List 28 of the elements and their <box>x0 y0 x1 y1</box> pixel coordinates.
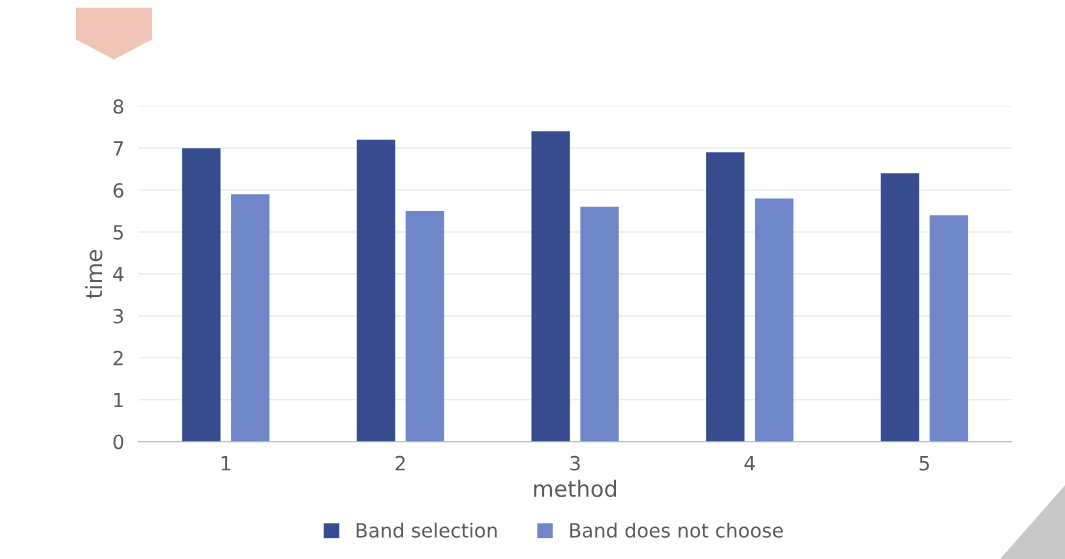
bar <box>531 131 570 442</box>
bar <box>706 152 745 442</box>
x-tick-label: 5 <box>919 456 929 471</box>
bar <box>755 198 794 442</box>
bar <box>880 173 920 442</box>
y-tick-label: 5 <box>113 225 123 240</box>
y-tick-label: 4 <box>113 267 124 282</box>
y-tick-label: 3 <box>113 308 123 324</box>
y-tick-label: 2 <box>113 350 123 366</box>
x-tick-label: 3 <box>570 455 580 471</box>
y-tick-label: 7 <box>113 141 123 156</box>
bar <box>231 194 270 442</box>
x-tick-label: 2 <box>395 455 405 471</box>
y-tick-label: 8 <box>113 99 124 114</box>
bar <box>405 211 445 442</box>
legend-label: Band selection <box>356 522 497 538</box>
y-tick-label: 0 <box>113 434 124 450</box>
bar <box>356 139 396 442</box>
y-tick-label: 6 <box>113 183 124 198</box>
x-tick-label: 4 <box>744 456 755 471</box>
y-tick-label: 1 <box>114 392 123 408</box>
y-axis-title: time <box>85 249 103 299</box>
bar <box>929 215 969 442</box>
x-tick-label: 1 <box>221 456 231 471</box>
x-axis-title: method <box>534 479 616 498</box>
bar <box>580 206 619 442</box>
bar <box>182 148 221 442</box>
legend-label: Band does not choose <box>570 522 783 538</box>
